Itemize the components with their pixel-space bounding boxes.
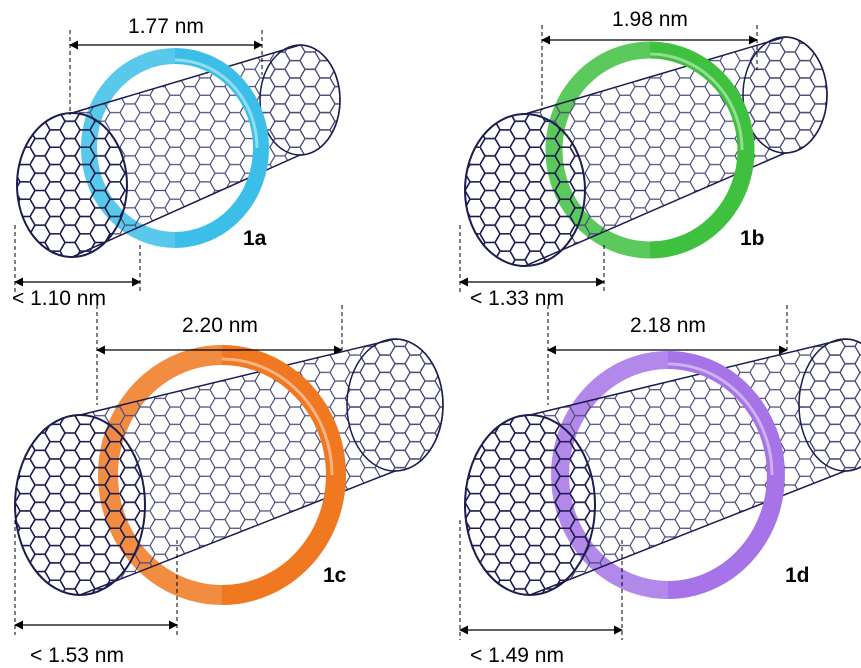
panel-label: 1d: [785, 564, 810, 587]
nanotube-front: [17, 113, 127, 257]
outer-diameter: 1.77 nm: [128, 15, 204, 38]
nanotube-end: [347, 339, 443, 471]
nanotube-end: [260, 45, 340, 155]
panel-label: 1a: [243, 227, 267, 250]
inner-diameter: < 1.53 nm: [30, 644, 124, 667]
inner-diameter: < 1.33 nm: [470, 287, 564, 310]
inner-diameter: < 1.10 nm: [12, 287, 106, 310]
outer-diameter: 2.18 nm: [630, 314, 706, 337]
panel: 2.18 nm < 1.49 nm 1d: [460, 305, 861, 667]
panel-label: 1c: [323, 564, 347, 587]
outer-diameter: 1.98 nm: [612, 8, 688, 31]
nanotube-end: [743, 37, 827, 153]
figure: 1.77 nm < 1.10 nm 1a 1.98 nm < 1.33 nm 1b 2.20…: [0, 0, 861, 668]
nanotube-front: [15, 415, 145, 595]
panel: 1.98 nm < 1.33 nm 1b: [460, 8, 827, 310]
nanotube-front: [465, 114, 585, 266]
inner-diameter: < 1.49 nm: [470, 644, 564, 667]
nanotube-front: [465, 415, 595, 595]
outer-diameter: 2.20 nm: [182, 314, 258, 337]
panel: 1.77 nm < 1.10 nm 1a: [12, 15, 340, 310]
panel-label: 1b: [740, 227, 765, 250]
panel: 2.20 nm < 1.53 nm 1c: [15, 305, 443, 667]
